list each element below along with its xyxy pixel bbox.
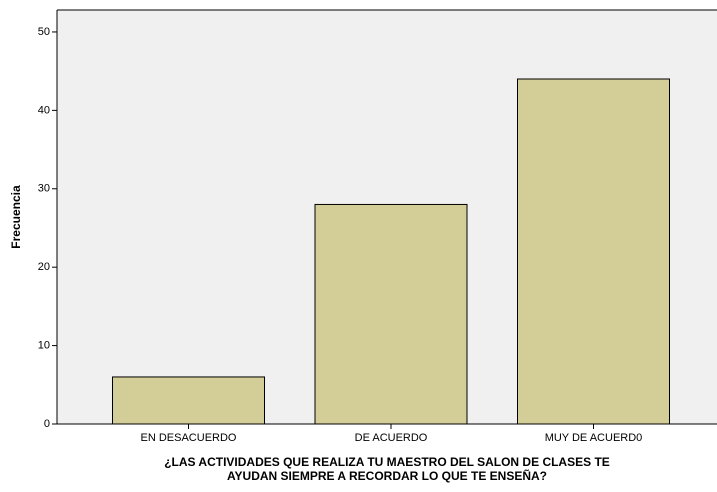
y-tick-label: 30 [38, 183, 50, 195]
bar [314, 203, 468, 425]
y-tick-label: 20 [38, 261, 50, 273]
y-tick-label: 40 [38, 104, 50, 116]
x-axis-title: AYUDAN SIEMPRE A RECORDAR LO QUE TE ENSE… [227, 468, 547, 483]
x-tick-label: EN DESACUERDO [141, 432, 237, 444]
y-tick-label: 50 [38, 26, 50, 38]
y-tick-label: 0 [44, 418, 50, 430]
y-tick-label: 10 [38, 339, 50, 351]
bar [112, 376, 265, 425]
bar [517, 78, 670, 425]
y-axis-title: Frecuencia [9, 185, 23, 249]
x-axis-title: ¿LAS ACTIVIDADES QUE REALIZA TU MAESTRO … [164, 455, 610, 469]
x-tick-label: DE ACUERDO [355, 432, 428, 444]
x-tick-label: MUY DE ACUERD0 [545, 432, 643, 444]
